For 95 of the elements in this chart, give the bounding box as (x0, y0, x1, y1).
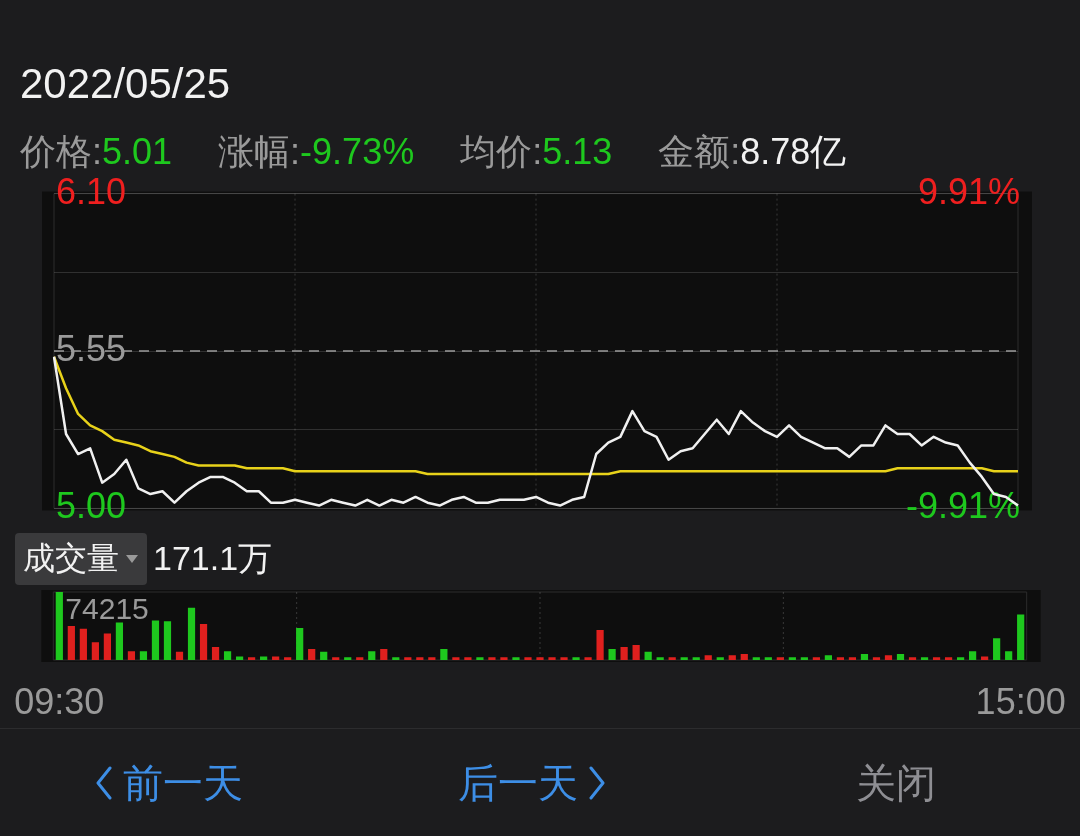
bar (320, 651, 328, 660)
bar (596, 630, 604, 660)
bar (656, 657, 664, 660)
bar (524, 657, 532, 660)
bar (668, 657, 676, 660)
bar (884, 655, 893, 660)
bar (127, 651, 136, 660)
bar (932, 657, 941, 660)
x-tick-label: 09:30 (14, 680, 105, 722)
bar (824, 655, 833, 660)
y2-tick-label: -9.91% (905, 485, 1020, 527)
bar (211, 647, 220, 660)
bar (476, 657, 484, 660)
bar (452, 657, 460, 660)
bar (512, 657, 520, 660)
bar (440, 649, 448, 660)
bar (680, 657, 688, 660)
bar (404, 657, 412, 660)
bar (67, 626, 75, 660)
bar (223, 651, 232, 660)
bar (560, 657, 568, 660)
bar (584, 657, 592, 660)
bar (536, 657, 544, 660)
bar (836, 657, 845, 660)
chart-title: 2022/05/25 (20, 60, 231, 108)
bar (1005, 651, 1013, 660)
bar (103, 633, 111, 660)
bar (788, 657, 796, 660)
x-tick-label: 15:00 (975, 680, 1066, 722)
bar (175, 651, 184, 660)
bar (55, 592, 63, 660)
bar (187, 607, 196, 660)
bar (488, 657, 496, 660)
bar (632, 645, 640, 660)
text: 金额:8.78亿 (658, 131, 847, 172)
bar (79, 628, 87, 660)
text: 171.1万 (153, 537, 273, 579)
bar (728, 655, 736, 660)
bar (392, 657, 400, 660)
y-tick-label: 5.55 (56, 327, 127, 369)
bar (356, 657, 364, 660)
bar (812, 657, 820, 660)
bar (500, 657, 508, 660)
y-tick-label: 6.10 (56, 170, 127, 212)
bar (308, 649, 316, 660)
bar (993, 638, 1001, 660)
bar (284, 657, 292, 660)
bar (620, 647, 628, 660)
bar (115, 622, 124, 660)
bar (416, 657, 424, 660)
text: 价格:5.01 (20, 131, 173, 172)
bar (151, 620, 160, 660)
bar (860, 653, 869, 660)
bar (969, 651, 977, 660)
bar (896, 653, 905, 660)
text: 后一天 (458, 759, 578, 807)
bar (247, 657, 256, 660)
y2-tick-label: 9.91% (917, 170, 1020, 212)
bar (344, 657, 352, 660)
bar (692, 657, 700, 660)
bar (464, 657, 472, 660)
bar (956, 657, 965, 660)
bar (91, 642, 99, 660)
bar (368, 651, 376, 660)
bar (848, 657, 857, 660)
y-tick-label: 5.00 (56, 485, 127, 527)
bar (296, 628, 304, 660)
bar (800, 657, 808, 660)
bar (764, 657, 772, 660)
bar (548, 657, 556, 660)
bar (944, 657, 953, 660)
bar (776, 657, 784, 660)
text: 前一天 (123, 759, 243, 807)
bar (199, 623, 208, 660)
annotation: 74215 (65, 592, 149, 626)
text: 关闭 (856, 759, 936, 807)
bar (380, 649, 388, 660)
text: 均价:5.13 (460, 131, 613, 172)
bar (139, 651, 148, 660)
bar (572, 657, 580, 660)
text: 成交量 (23, 538, 119, 578)
bar (752, 657, 760, 660)
bar (704, 655, 712, 660)
bar (1017, 614, 1025, 660)
bar (908, 657, 917, 660)
bar (872, 657, 881, 660)
bar (716, 657, 724, 660)
bar (920, 657, 929, 660)
bar (740, 653, 748, 660)
bar (644, 651, 652, 660)
bar (163, 621, 172, 660)
bar (428, 657, 436, 660)
bar (608, 649, 616, 660)
text: 涨幅:-9.73% (218, 131, 415, 172)
bar (332, 657, 340, 660)
